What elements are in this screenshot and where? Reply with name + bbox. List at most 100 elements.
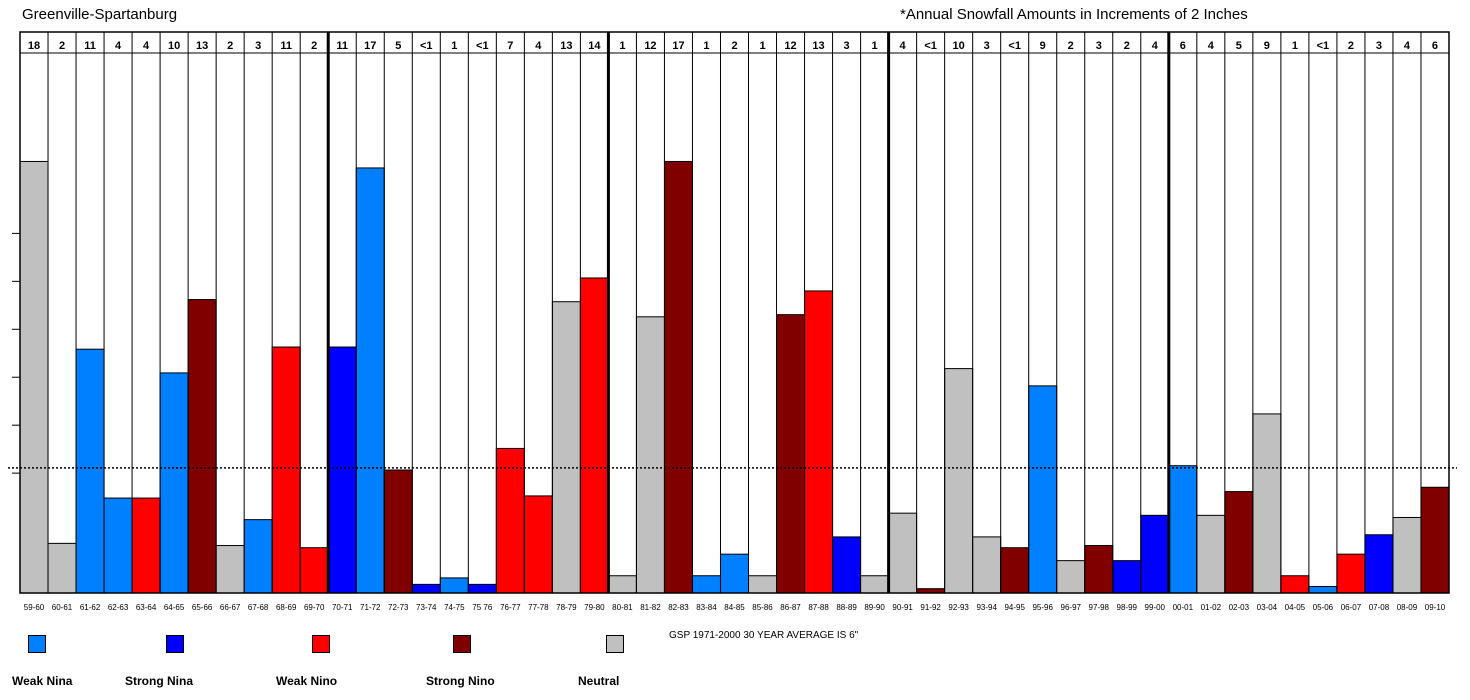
bar-value-label: 2 (1124, 40, 1130, 52)
bar-95-96 (1028, 385, 1058, 594)
bar-98-99 (1112, 560, 1142, 594)
category-tick-label: 78-79 (556, 603, 577, 612)
category-tick-label: 04-05 (1285, 603, 1306, 612)
bar-78-79 (551, 301, 581, 594)
category-tick-label: 60-61 (52, 603, 73, 612)
bar-value-label: 2 (731, 40, 737, 52)
bar-69-70 (299, 547, 329, 594)
bar-79-80 (579, 277, 609, 594)
bar-77-78 (523, 495, 553, 594)
category-tick-label: 79-80 (584, 603, 605, 612)
bar-value-label: 3 (844, 40, 850, 52)
bar-06-07 (1336, 553, 1366, 594)
category-tick-label: 59-60 (24, 603, 45, 612)
bar-value-label: 4 (1208, 40, 1215, 52)
bar-61-62 (75, 348, 105, 594)
bar-08-09 (1392, 516, 1422, 594)
bar-97-98 (1084, 545, 1114, 594)
category-tick-label: 09-10 (1425, 603, 1446, 612)
legend-label-strong-nino: Strong Nino (426, 674, 495, 688)
category-tick-label: 01-02 (1201, 603, 1222, 612)
bar-value-label: 3 (1376, 40, 1382, 52)
bar-75 76 (467, 583, 497, 594)
category-tick-label: 69-70 (304, 603, 325, 612)
bar-value-label: <1 (476, 40, 489, 52)
bar-value-label: 3 (1096, 40, 1102, 52)
category-tick-label: 68-69 (276, 603, 297, 612)
bar-86-87 (776, 314, 806, 594)
bar-96-97 (1056, 560, 1086, 594)
category-tick-label: 84-85 (724, 603, 745, 612)
bar-value-label: 1 (619, 40, 625, 52)
legend-swatch-strong-nina (166, 635, 184, 653)
category-tick-label: 76-77 (500, 603, 521, 612)
bar-value-label: 12 (784, 40, 796, 52)
category-tick-label: 70-71 (332, 603, 353, 612)
bar-value-label: <1 (924, 40, 937, 52)
category-tick-label: 72-73 (388, 603, 409, 612)
bar-value-label: 11 (280, 40, 292, 52)
category-tick-label: 99-00 (1145, 603, 1166, 612)
bar-65-66 (187, 299, 217, 594)
bar-99-00 (1140, 514, 1170, 594)
category-tick-label: 06-07 (1341, 603, 1362, 612)
bar-60-61 (47, 542, 77, 594)
bar-87-88 (804, 290, 834, 594)
bar-value-label: 12 (644, 40, 656, 52)
category-tick-label: 02-03 (1229, 603, 1250, 612)
category-tick-label: 77-78 (528, 603, 549, 612)
legend-swatch-neutral (606, 635, 624, 653)
category-tick-label: 61-62 (80, 603, 101, 612)
category-tick-label: 73-74 (416, 603, 437, 612)
category-tick-label: 98-99 (1117, 603, 1138, 612)
category-tick-label: 95-96 (1032, 603, 1053, 612)
legend-label-strong-nina: Strong Nina (125, 674, 193, 688)
bar-value-label: 10 (168, 40, 180, 52)
legend-label-weak-nina: Weak Nina (12, 674, 73, 688)
legend-swatch-strong-nino (453, 635, 471, 653)
bar-04-05 (1280, 575, 1310, 594)
bar-value-label: 6 (1180, 40, 1186, 52)
bar-74-75 (439, 577, 469, 594)
bar-value-label: 4 (1152, 40, 1159, 52)
category-tick-label: 63-64 (136, 603, 157, 612)
bar-value-label: 2 (59, 40, 65, 52)
bar-value-label: 3 (984, 40, 990, 52)
legend-swatch-weak-nina (28, 635, 46, 653)
bar-value-label: 4 (143, 40, 150, 52)
bar-82-83 (663, 160, 693, 594)
bar-80-81 (607, 575, 637, 594)
bar-value-label: 9 (1040, 40, 1046, 52)
bar-70-71 (327, 346, 357, 594)
bar-71-72 (355, 167, 385, 594)
bar-value-label: 2 (1068, 40, 1074, 52)
bar-value-label: 5 (1236, 40, 1242, 52)
bar-01-02 (1196, 514, 1226, 594)
category-tick-label: 94-95 (1004, 603, 1025, 612)
bar-value-label: 2 (1348, 40, 1354, 52)
bar-value-label: 3 (255, 40, 261, 52)
category-tick-label: 64-65 (164, 603, 185, 612)
category-tick-label: 82-83 (668, 603, 689, 612)
category-tick-label: 97-98 (1089, 603, 1110, 612)
bar-value-label: 4 (1404, 40, 1411, 52)
bar-value-label: 1 (1292, 40, 1298, 52)
bar-84-85 (719, 553, 750, 594)
chart-subtitle: *Annual Snowfall Amounts in Increments o… (900, 6, 1248, 23)
bar-89-90 (860, 575, 890, 594)
bar-value-label: 13 (812, 40, 824, 52)
bar-07-08 (1364, 534, 1394, 594)
bar-value-label: 2 (227, 40, 233, 52)
bar-90-91 (888, 512, 918, 594)
category-tick-label: 00-01 (1173, 603, 1194, 612)
category-tick-label: 66-67 (220, 603, 241, 612)
bar-value-label: 4 (535, 40, 542, 52)
bar-92-93 (944, 368, 974, 594)
bar-value-label: 1 (703, 40, 709, 52)
category-tick-label: 07-08 (1369, 603, 1390, 612)
bar-03-04 (1252, 413, 1282, 594)
bar-value-label: 18 (28, 40, 40, 52)
bar-88-89 (832, 536, 862, 594)
category-tick-label: 88-89 (836, 603, 857, 612)
bar-value-label: 5 (395, 40, 401, 52)
